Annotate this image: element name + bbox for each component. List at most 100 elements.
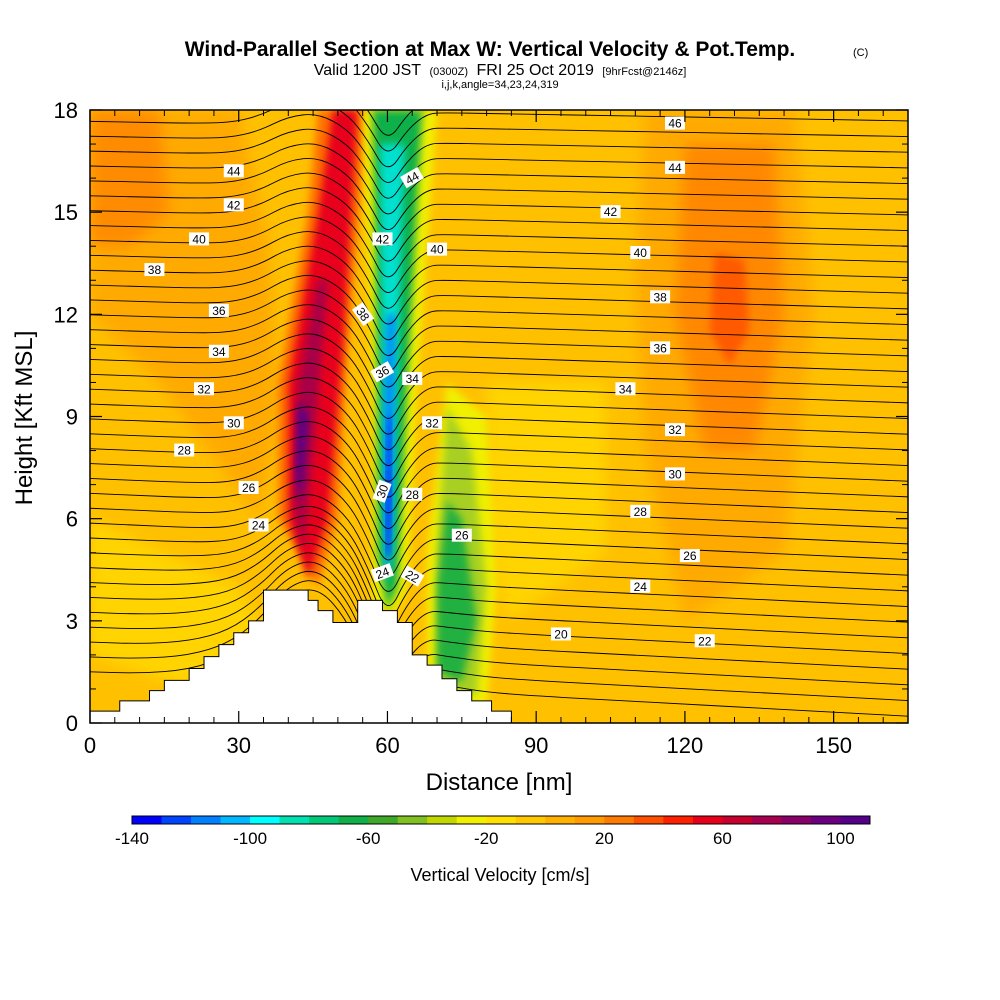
- colorbar-swatch: [132, 816, 163, 824]
- colorbar-swatch: [781, 816, 812, 824]
- chart-title: Wind-Parallel Section at Max W: Vertical…: [185, 38, 796, 61]
- contour-label-text: 34: [406, 372, 420, 386]
- contour-label-bg: [352, 302, 375, 326]
- contour-label-text: 38: [653, 290, 667, 304]
- left-contour-label: 42: [223, 198, 244, 212]
- theta-contour-line: [90, 128, 908, 199]
- x-axis-label: Distance [nm]: [426, 769, 573, 796]
- center-contour-label: 22: [400, 565, 425, 587]
- contour-label-bg: [630, 504, 651, 518]
- center-contour-label: 26: [451, 528, 472, 543]
- contour-label-text: 44: [227, 164, 241, 178]
- colorbar-swatch: [663, 816, 694, 824]
- terrain: [89, 589, 512, 724]
- contour-label-text: 22: [403, 567, 422, 586]
- colorbar-swatch: [574, 816, 605, 824]
- theta-contour-line: [90, 421, 908, 514]
- contour-label-text: 32: [425, 416, 439, 430]
- contour-label-text: 40: [192, 232, 206, 246]
- left-contour-label: 40: [189, 232, 210, 246]
- colorbar-swatch: [368, 816, 399, 824]
- contour-label-bg: [223, 164, 244, 178]
- yellow-zone-mid: [486, 382, 606, 621]
- contour-label-bg: [615, 382, 636, 396]
- contour-label-bg: [422, 416, 443, 430]
- x-tick-label: 150: [815, 733, 852, 758]
- contour-label-text: 30: [374, 482, 392, 500]
- colorbar-swatch: [840, 816, 871, 824]
- contour-label-text: 44: [668, 161, 682, 175]
- x-tick-label: 30: [226, 733, 250, 758]
- contour-label-text: 24: [252, 518, 266, 532]
- contour-label-text: 40: [634, 246, 648, 260]
- colorbar-swatch: [279, 816, 310, 824]
- colorbar-swatch: [397, 816, 428, 824]
- contour-label-bg: [223, 198, 244, 212]
- contour-label-bg: [208, 344, 229, 358]
- contour-label-bg: [550, 627, 571, 641]
- contour-label-bg: [664, 467, 685, 481]
- contour-label-bg: [208, 303, 229, 317]
- contour-label-bg: [189, 232, 210, 246]
- contour-label-text: 42: [604, 205, 618, 219]
- left-contour-label: 24: [248, 518, 269, 532]
- contour-label-bg: [664, 116, 685, 130]
- right-contour-label: 42: [600, 205, 621, 219]
- left-contour-label: 44: [223, 164, 244, 178]
- contour-label-bg: [694, 634, 715, 648]
- theta-contour-line: [90, 406, 908, 498]
- subtitle-utc: (0300Z): [430, 66, 469, 78]
- theta-contour-line: [90, 348, 908, 435]
- contour-label-text: 20: [554, 627, 568, 641]
- contour-label-text: 24: [374, 564, 392, 582]
- contour-label-bg: [144, 263, 165, 277]
- contour-label-bg: [630, 246, 651, 260]
- contour-label-bg: [664, 160, 685, 174]
- contour-label-text: 28: [406, 488, 420, 502]
- contour-label-text: 30: [227, 416, 241, 430]
- contour-label-bg: [402, 487, 423, 501]
- left-contour-label: 34: [208, 344, 229, 359]
- center-contour-label: 40: [427, 242, 448, 257]
- colorbar-swatch: [486, 816, 517, 824]
- right-contour-label: 32: [664, 423, 685, 437]
- subtitle-valid: Valid 1200 JST: [314, 62, 422, 79]
- right-contour-label: 46: [664, 116, 685, 131]
- contour-label-text: 26: [242, 481, 256, 495]
- right-contour-label: 40: [630, 246, 651, 260]
- contour-label-bg: [600, 205, 621, 219]
- colorbar-swatch: [191, 816, 222, 824]
- colorbar-swatch: [161, 816, 192, 824]
- colorbar-tick-label: -100: [233, 829, 267, 848]
- red-core-right: [709, 253, 750, 366]
- sec-downdraft-core: [437, 501, 477, 683]
- left-contour-label: 28: [174, 443, 195, 458]
- contour-label-text: 42: [376, 232, 390, 246]
- subtitle-date: FRI 25 Oct 2019: [476, 62, 593, 79]
- contour-label-bg: [372, 479, 392, 503]
- center-contour-label: 36: [370, 361, 395, 383]
- left-contour-label: 32: [194, 382, 215, 396]
- colorbar-swatch: [810, 816, 841, 824]
- center-contour-label: 44: [400, 167, 424, 189]
- colorbar-tick-label: -140: [115, 829, 149, 848]
- colorbar-tick-label: -60: [356, 829, 381, 848]
- y-tick-label: 9: [66, 405, 78, 430]
- contour-label-bg: [370, 361, 395, 383]
- contour-label-bg: [194, 382, 215, 396]
- theta-contour-line: [355, 110, 908, 152]
- contour-label-bg: [679, 549, 700, 563]
- y-tick-label: 18: [54, 98, 78, 123]
- theta-contour-line: [90, 201, 908, 278]
- right-contour-label: 24: [630, 579, 651, 594]
- contour-label-bg: [238, 481, 259, 495]
- contour-label-bg: [370, 563, 394, 583]
- colorbar-swatch: [545, 816, 576, 824]
- contour-label-text: 36: [653, 341, 667, 355]
- colorbar-tick-label: 60: [713, 829, 732, 848]
- center-contour-label: 38: [352, 302, 375, 326]
- colorbar-tick-label: -20: [474, 829, 499, 848]
- colorbar-swatch: [751, 816, 782, 824]
- contour-label-bg: [664, 423, 685, 437]
- contour-label-text: 42: [227, 198, 241, 212]
